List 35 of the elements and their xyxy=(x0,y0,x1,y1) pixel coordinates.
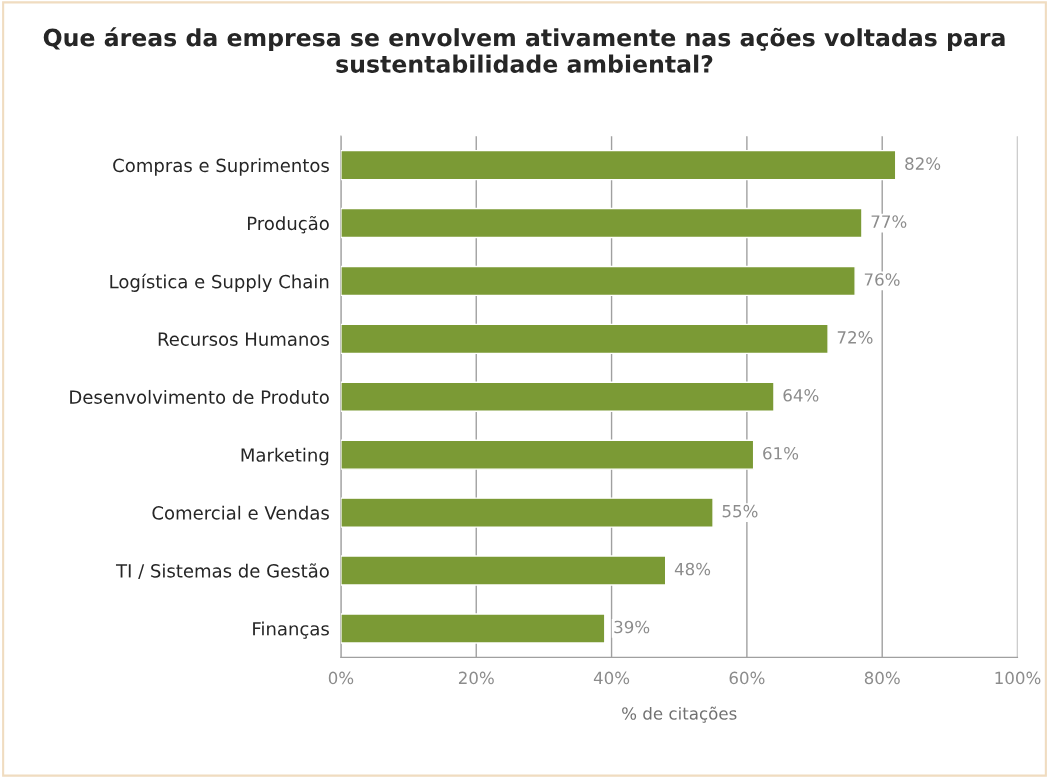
x-axis-title: % de citações xyxy=(622,706,737,723)
bar xyxy=(340,149,897,181)
y-tick-label: Produção xyxy=(248,215,329,234)
data-label: 72% xyxy=(837,331,873,344)
x-tick-label: 60% xyxy=(729,671,765,685)
x-tick-label: 80% xyxy=(864,671,900,685)
x-tick-label: 20% xyxy=(458,671,494,685)
data-label: 64% xyxy=(783,389,819,402)
bar xyxy=(340,323,829,355)
bar xyxy=(340,381,775,412)
y-tick-label: Desenvolvimento de Produto xyxy=(70,389,329,404)
y-tick-label: Compras e Suprimentos xyxy=(113,158,329,176)
bar xyxy=(340,555,667,586)
chart-title: Que áreas da empresa se envolvem ativamente nas ações voltadas para sustentabilidade ambiental? xyxy=(43,27,1005,73)
y-tick-label: Comercial e Vendas xyxy=(152,505,329,520)
x-tick-label: 40% xyxy=(593,671,630,685)
y-tick-label: Logística e Supply Chain xyxy=(110,273,329,292)
x-tick-label: 100% xyxy=(995,671,1041,685)
data-label: 77% xyxy=(871,215,907,228)
x-tick-label: 0% xyxy=(328,671,354,685)
data-label: 48% xyxy=(674,562,711,576)
data-label: 55% xyxy=(722,504,758,518)
y-tick-label: TI / Sistemas de Gestão xyxy=(115,563,329,580)
bar xyxy=(340,439,755,470)
data-label: 76% xyxy=(864,273,900,286)
bar xyxy=(340,613,606,644)
bar xyxy=(340,207,863,239)
y-tick-label: Finanças xyxy=(253,621,329,639)
data-label: 82% xyxy=(905,157,941,170)
data-label: 61% xyxy=(763,446,799,460)
y-tick-label: Marketing xyxy=(241,447,329,466)
y-tick-label: Recursos Humanos xyxy=(158,332,329,346)
bar xyxy=(340,497,714,528)
bar xyxy=(340,265,856,297)
data-label: 39% xyxy=(614,620,650,634)
